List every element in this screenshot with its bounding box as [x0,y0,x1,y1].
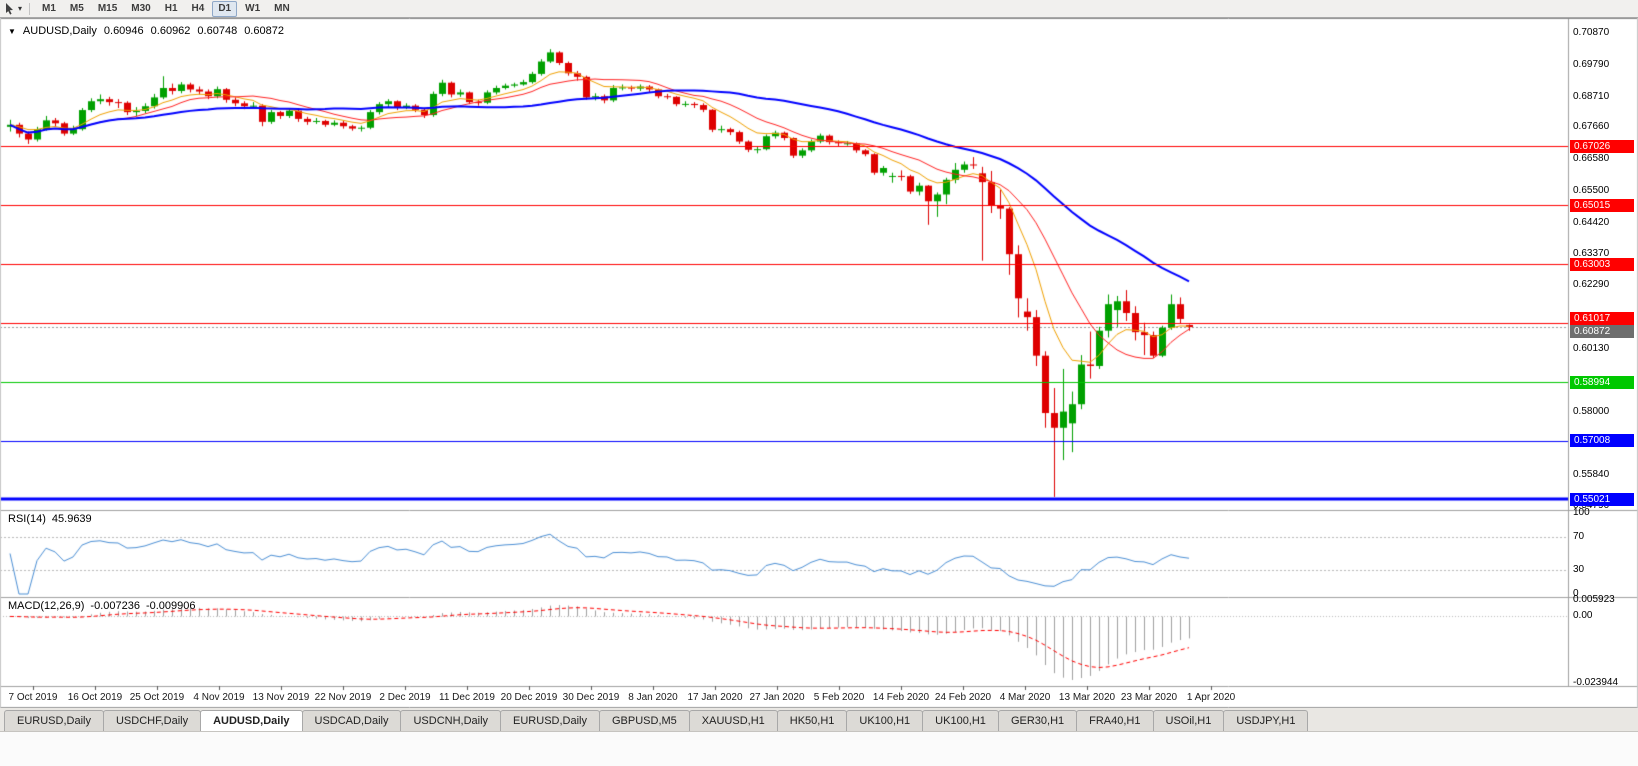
cursor-arrow-icon [6,2,13,15]
timeframe-button-h4[interactable]: H4 [191,2,205,14]
chart-tab-xauusd-h1[interactable]: XAUUSD,H1 [688,710,778,731]
cursor-tool-icon[interactable] [3,2,16,15]
status-strip [0,732,1638,766]
chart-window: ▼ AUDUSD,Daily 0.60946 0.60962 0.60748 0… [0,18,1638,708]
chart-tab-usdcnh-daily[interactable]: USDCNH,Daily [400,710,502,731]
chart-tab-fra40-h1[interactable]: FRA40,H1 [1076,710,1154,731]
timeframe-button-m30[interactable]: M30 [131,2,151,14]
timeframe-button-group: M1 M5 M15 M30 H1 H4 D1 W1 MN [35,0,297,17]
chart-tab-eurusd-daily[interactable]: EURUSD,Daily [4,710,104,731]
timeframe-button-h1[interactable]: H1 [164,2,178,14]
chart-tab-ger30-h1[interactable]: GER30,H1 [997,710,1078,731]
timeframe-button-m15[interactable]: M15 [97,2,118,14]
toolbar-separator [29,2,31,15]
chart-tab-usdjpy-h1[interactable]: USDJPY,H1 [1223,710,1309,731]
dropdown-caret-icon[interactable]: ▾ [18,4,23,13]
chart-tab-usoil-h1[interactable]: USOil,H1 [1152,710,1225,731]
timeframe-button-m1[interactable]: M1 [42,2,56,14]
timeframe-button-d1[interactable]: D1 [212,0,238,17]
timeframe-button-m5[interactable]: M5 [69,2,84,14]
chart-tab-uk100-h1[interactable]: UK100,H1 [846,710,924,731]
chart-tab-hk50-h1[interactable]: HK50,H1 [776,710,848,731]
chart-tab-uk100-h1[interactable]: UK100,H1 [922,710,999,731]
timeframe-button-w1[interactable]: W1 [245,2,261,14]
chart-tab-gbpusd-m5[interactable]: GBPUSD,M5 [599,710,690,731]
timeframe-toolbar: ▾ M1 M5 M15 M30 H1 H4 D1 W1 MN [0,0,1638,18]
price-chart-canvas[interactable] [0,18,1638,708]
chart-tab-usdchf-daily[interactable]: USDCHF,Daily [102,710,202,731]
chart-tab-eurusd-daily[interactable]: EURUSD,Daily [500,710,600,731]
chart-tab-usdcad-daily[interactable]: USDCAD,Daily [301,710,402,731]
timeframe-button-mn[interactable]: MN [274,2,290,14]
chart-tabs-bar[interactable]: EURUSD,Daily USDCHF,Daily AUDUSD,Daily USDC… [0,708,1638,732]
chart-tab-audusd-daily[interactable]: AUDUSD,Daily [200,710,303,731]
